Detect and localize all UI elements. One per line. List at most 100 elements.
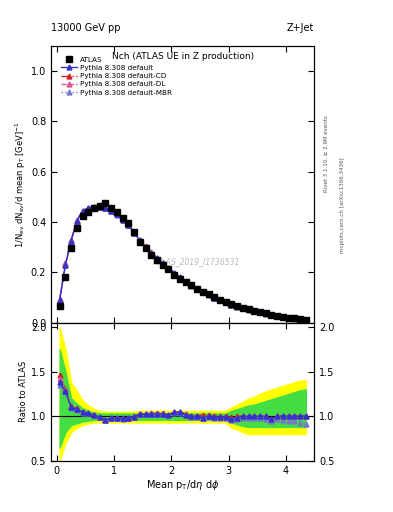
Pythia 8.308 default-MBR xyxy=(212,295,217,301)
Pythia 8.308 default-CD xyxy=(138,237,142,243)
Pythia 8.308 default-CD xyxy=(92,204,96,210)
Pythia 8.308 default-DL xyxy=(80,208,85,214)
Pythia 8.308 default-DL xyxy=(206,291,211,297)
Pythia 8.308 default-MBR xyxy=(252,308,257,314)
Pythia 8.308 default xyxy=(97,204,102,210)
Pythia 8.308 default xyxy=(229,302,234,308)
Pythia 8.308 default-DL xyxy=(223,299,228,305)
Pythia 8.308 default-DL xyxy=(97,204,102,210)
Pythia 8.308 default-CD xyxy=(149,249,154,255)
Pythia 8.308 default-DL xyxy=(229,302,234,308)
Pythia 8.308 default-DL xyxy=(212,294,217,301)
ATLAS xyxy=(241,305,245,311)
ATLAS xyxy=(281,313,285,319)
ATLAS xyxy=(246,306,251,312)
ATLAS xyxy=(138,239,142,245)
Pythia 8.308 default xyxy=(218,297,222,303)
Pythia 8.308 default-MBR xyxy=(178,274,182,281)
Pythia 8.308 default-CD xyxy=(143,243,148,249)
Pythia 8.308 default-CD xyxy=(246,306,251,312)
Pythia 8.308 default-MBR xyxy=(126,222,131,228)
Pythia 8.308 default-MBR xyxy=(109,208,114,214)
Pythia 8.308 default-CD xyxy=(109,207,114,214)
Pythia 8.308 default-DL xyxy=(166,265,171,271)
Pythia 8.308 default-CD xyxy=(172,269,176,275)
Pythia 8.308 default-MBR xyxy=(258,309,263,315)
ATLAS xyxy=(286,314,291,321)
ATLAS xyxy=(258,309,263,315)
Line: ATLAS: ATLAS xyxy=(57,200,309,323)
Pythia 8.308 default-MBR xyxy=(292,315,297,322)
Pythia 8.308 default xyxy=(200,289,205,295)
Pythia 8.308 default-MBR xyxy=(183,279,188,285)
ATLAS xyxy=(178,276,182,283)
Pythia 8.308 default xyxy=(120,217,125,223)
Pythia 8.308 default-CD xyxy=(218,297,222,303)
Pythia 8.308 default xyxy=(281,313,285,319)
Pythia 8.308 default-MBR xyxy=(97,204,102,210)
Pythia 8.308 default-CD xyxy=(212,294,217,301)
Pythia 8.308 default-CD xyxy=(126,222,131,228)
Pythia 8.308 default-MBR xyxy=(120,217,125,223)
Y-axis label: 1/N$_{\mathrm{ev}}$ dN$_{\mathrm{ev}}$/d mean p$_\mathrm{T}$ [GeV]$^{-1}$: 1/N$_{\mathrm{ev}}$ dN$_{\mathrm{ev}}$/d… xyxy=(14,121,28,248)
Pythia 8.308 default-DL xyxy=(183,279,188,285)
Pythia 8.308 default-CD xyxy=(80,208,85,214)
Pythia 8.308 default-CD xyxy=(292,315,297,322)
Pythia 8.308 default-DL xyxy=(252,308,257,314)
Pythia 8.308 default-MBR xyxy=(235,304,239,310)
Pythia 8.308 default xyxy=(298,316,303,322)
ATLAS xyxy=(75,225,79,231)
Pythia 8.308 default-CD xyxy=(286,314,291,321)
Pythia 8.308 default-DL xyxy=(120,217,125,223)
Pythia 8.308 default-CD xyxy=(206,291,211,297)
Pythia 8.308 default-MBR xyxy=(218,297,222,304)
Pythia 8.308 default xyxy=(126,222,131,228)
Pythia 8.308 default-DL xyxy=(63,261,68,267)
Pythia 8.308 default-CD xyxy=(69,237,73,243)
ATLAS xyxy=(120,215,125,221)
Pythia 8.308 default-DL xyxy=(143,244,148,250)
Pythia 8.308 default xyxy=(189,282,194,288)
Pythia 8.308 default-MBR xyxy=(303,317,308,323)
Pythia 8.308 default xyxy=(223,299,228,305)
Y-axis label: Ratio to ATLAS: Ratio to ATLAS xyxy=(19,361,28,422)
Pythia 8.308 default xyxy=(252,308,257,314)
ATLAS xyxy=(206,291,211,297)
Pythia 8.308 default-CD xyxy=(275,312,279,318)
Text: ATLAS_2019_I1736531: ATLAS_2019_I1736531 xyxy=(152,257,240,266)
Text: Nch (ATLAS UE in Z production): Nch (ATLAS UE in Z production) xyxy=(112,52,254,60)
Pythia 8.308 default-DL xyxy=(69,238,73,244)
ATLAS xyxy=(172,272,176,278)
ATLAS xyxy=(195,286,199,292)
ATLAS xyxy=(263,310,268,316)
Pythia 8.308 default-DL xyxy=(126,222,131,228)
Pythia 8.308 default-MBR xyxy=(69,239,73,245)
Pythia 8.308 default-MBR xyxy=(189,283,194,289)
ATLAS xyxy=(252,308,257,314)
Pythia 8.308 default-DL xyxy=(178,274,182,281)
Pythia 8.308 default-CD xyxy=(57,295,62,302)
Pythia 8.308 default-DL xyxy=(109,208,114,214)
Line: Pythia 8.308 default-MBR: Pythia 8.308 default-MBR xyxy=(57,205,308,322)
ATLAS xyxy=(92,205,96,211)
ATLAS xyxy=(69,245,73,251)
ATLAS xyxy=(109,205,114,211)
Pythia 8.308 default-CD xyxy=(189,282,194,288)
ATLAS xyxy=(269,311,274,317)
ATLAS xyxy=(303,316,308,323)
Pythia 8.308 default xyxy=(166,265,171,271)
Pythia 8.308 default-MBR xyxy=(246,307,251,313)
ATLAS xyxy=(189,282,194,288)
ATLAS xyxy=(57,303,62,309)
ATLAS xyxy=(218,297,222,303)
Pythia 8.308 default xyxy=(143,244,148,250)
Pythia 8.308 default xyxy=(246,306,251,312)
Pythia 8.308 default-CD xyxy=(75,217,79,223)
Pythia 8.308 default-MBR xyxy=(275,313,279,319)
Pythia 8.308 default xyxy=(92,204,96,210)
Pythia 8.308 default-MBR xyxy=(269,312,274,318)
Pythia 8.308 default-CD xyxy=(154,254,159,261)
Pythia 8.308 default xyxy=(69,238,73,244)
Pythia 8.308 default xyxy=(195,286,199,292)
Pythia 8.308 default-DL xyxy=(263,310,268,316)
